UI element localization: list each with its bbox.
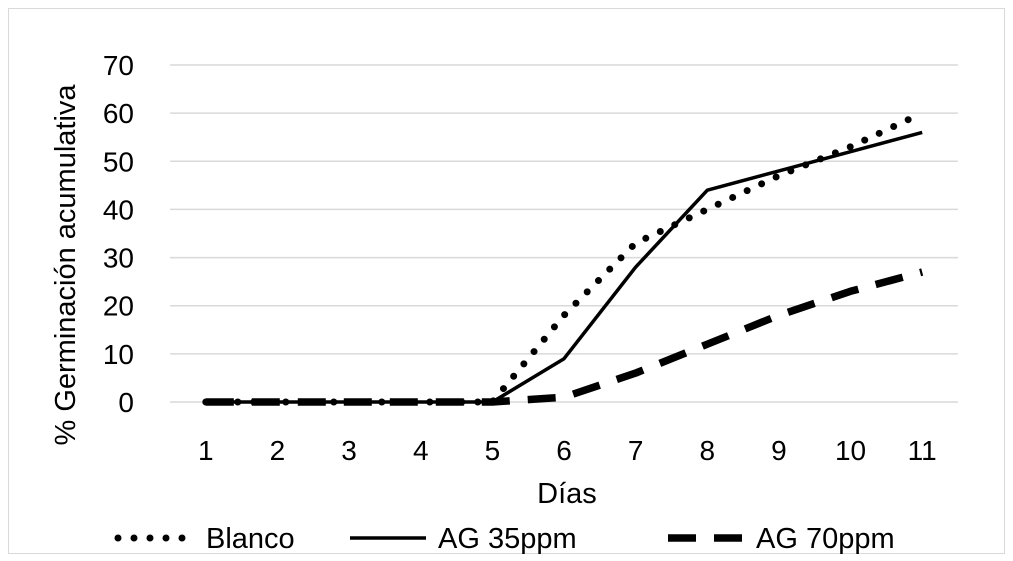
x-tick-label: 4 [413,435,429,466]
y-tick-label: 30 [103,243,134,274]
y-tick-label: 40 [103,194,134,225]
x-tick-label: 11 [908,435,937,466]
y-tick-label: 20 [103,291,134,322]
legend: Blanco AG 35ppm AG 70ppm [114,523,895,555]
x-tick-label: 1 [198,435,214,466]
x-tick-label: 10 [835,435,866,466]
chart-border [8,8,1005,554]
x-tick-label: 3 [341,435,357,466]
x-tick-label: 7 [628,435,644,466]
legend-label-blanco: Blanco [206,523,295,555]
legend-label-ag-35ppm: AG 35ppm [438,523,577,555]
y-tick-label: 60 [103,98,134,129]
x-tick-label: 6 [556,435,572,466]
series-line-ag-35ppm [205,130,923,404]
x-tick-label: 5 [485,435,501,466]
series-lines [202,109,926,406]
y-axis-title: % Germinación acumulativa [50,84,82,446]
x-axis-tick-labels: 1 2 3 4 5 6 7 8 9 10 11 [198,435,937,466]
gridlines [170,64,958,403]
y-tick-label: 70 [103,50,134,81]
x-axis-title: Días [537,478,597,510]
series-line-ag-70ppm [205,268,924,406]
x-tick-label: 8 [699,435,715,466]
legend-label-ag-70ppm: AG 70ppm [756,523,895,555]
x-tick-label: 9 [771,435,787,466]
y-axis-tick-labels: 0 10 20 30 40 50 60 70 [103,50,134,418]
x-tick-label: 2 [270,435,286,466]
y-tick-label: 10 [103,339,134,370]
y-tick-label: 50 [103,146,134,177]
y-tick-label: 0 [118,387,134,418]
